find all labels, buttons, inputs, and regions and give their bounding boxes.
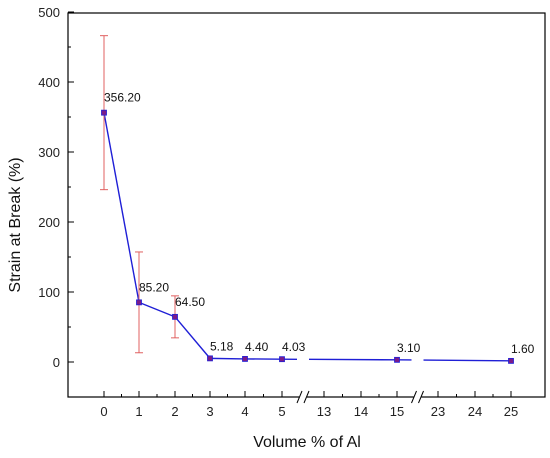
plot-frame (67, 12, 546, 398)
series-layer: 356.20 85.20 64.50 5.18 4.40 4.03 3.10 1.60 (100, 35, 535, 364)
data-point (394, 356, 400, 363)
y-tick-label: 100 (38, 285, 60, 300)
y-tick-label: 300 (38, 145, 60, 160)
series-line (138, 301, 176, 318)
y-tick-label: 400 (38, 75, 60, 90)
axis-break-gap (299, 390, 307, 404)
data-point (101, 109, 107, 116)
axes (67, 12, 546, 398)
x-tick-label: 1 (135, 404, 142, 419)
x-tick-label: 15 (390, 404, 404, 419)
series-line (423, 359, 512, 362)
axis-break-gap (413, 390, 422, 404)
x-tick-label: 4 (241, 404, 248, 419)
data-point (136, 299, 142, 306)
axis-break-slash (303, 390, 310, 404)
data-point (508, 357, 514, 364)
x-tick-label: 23 (431, 404, 445, 419)
data-point (172, 313, 178, 320)
x-tick-label: 14 (354, 404, 368, 419)
x-tick-label: 0 (100, 404, 107, 419)
data-label: 356.20 (104, 91, 141, 105)
y-tick-label: 200 (38, 215, 60, 230)
x-tick-label: 2 (171, 404, 178, 419)
series-line (174, 316, 211, 359)
x-tick-label: 5 (278, 404, 285, 419)
y-tick-label: 0 (53, 355, 60, 370)
data-point (207, 355, 213, 362)
series-line (103, 112, 140, 303)
data-label: 3.10 (397, 341, 421, 355)
x-tick-label: 3 (206, 404, 213, 419)
x-axis-title: Volume % of Al (253, 434, 361, 451)
data-label: 85.20 (139, 280, 169, 294)
x-axis-ticks: 0 1 2 3 4 5 13 14 15 23 24 25 (100, 390, 518, 419)
data-label: 4.40 (245, 340, 269, 354)
axis-break-slash (296, 390, 303, 404)
x-tick-label: 25 (504, 404, 518, 419)
data-label: 64.50 (175, 295, 205, 309)
y-axis-ticks: 0 100 200 300 400 500 (38, 5, 74, 370)
axis-break-slash (418, 390, 424, 404)
data-point (242, 356, 248, 362)
axis-break-slash (411, 390, 417, 404)
data-label: 4.03 (282, 340, 306, 354)
data-label: 1.60 (511, 342, 535, 356)
data-label: 5.18 (210, 339, 234, 353)
x-tick-label: 13 (317, 404, 331, 419)
x-tick-label: 24 (468, 404, 482, 419)
series-line (209, 357, 246, 360)
y-axis-title: Strain at Break (%) (7, 157, 24, 292)
y-tick-label: 500 (38, 5, 60, 20)
data-point (279, 356, 285, 363)
